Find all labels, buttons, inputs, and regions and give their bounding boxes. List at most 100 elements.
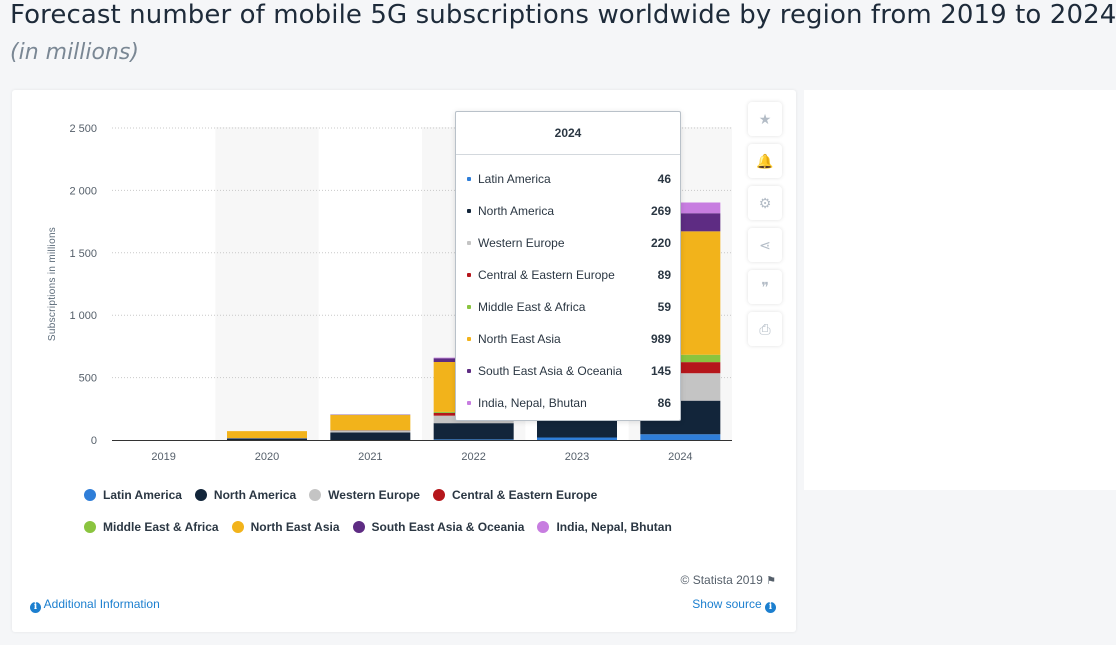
tooltip-swatch <box>467 401 471 405</box>
tooltip-swatch <box>467 177 471 181</box>
info-icon: i <box>30 602 41 613</box>
side-panel <box>804 90 1116 490</box>
y-tick-label: 2 500 <box>69 123 97 135</box>
legend-item[interactable]: Latin America <box>84 488 182 502</box>
legend-label: Middle East & Africa <box>103 520 219 534</box>
chart-tooltip: 2024 Latin America 46 North America 269 West… <box>455 111 681 421</box>
notify-button[interactable]: 🔔 <box>748 144 782 178</box>
bar-segment <box>330 430 411 433</box>
share-button[interactable]: ⋖ <box>748 228 782 262</box>
tooltip-row: India, Nepal, Bhutan 86 <box>456 387 680 419</box>
tooltip-row: North America 269 <box>456 195 680 227</box>
tooltip-title: 2024 <box>456 112 680 155</box>
tooltip-value: 989 <box>650 332 671 346</box>
star-icon: ★ <box>758 110 772 127</box>
bar-segment <box>433 423 514 440</box>
column-band <box>215 127 319 440</box>
tooltip-label: North America <box>478 204 555 218</box>
legend-swatch <box>84 521 96 533</box>
tooltip-swatch <box>467 241 471 245</box>
tooltip-label: Latin America <box>478 172 551 186</box>
chart-toolbar: ★ 🔔 ⚙ ⋖ ❞ ⎙ <box>748 102 782 354</box>
y-tick-label: 500 <box>79 373 97 385</box>
tooltip-label: North East Asia <box>478 332 561 346</box>
tooltip-swatch <box>467 209 471 213</box>
favorite-button[interactable]: ★ <box>748 102 782 136</box>
tooltip-label: India, Nepal, Bhutan <box>478 396 587 410</box>
legend-swatch <box>309 489 322 501</box>
tooltip-swatch <box>467 273 471 277</box>
flag-icon[interactable]: ⚑ <box>766 575 776 587</box>
print-icon: ⎙ <box>759 320 771 337</box>
tooltip-value: 46 <box>657 172 671 186</box>
legend-swatch <box>537 521 550 533</box>
tooltip-value: 220 <box>650 236 671 250</box>
tooltip-swatch <box>467 305 471 309</box>
legend-swatch <box>352 521 365 533</box>
share-icon: ⋖ <box>759 236 771 253</box>
y-tick-label: 2 000 <box>69 185 97 197</box>
legend-label: Latin America <box>103 488 182 502</box>
show-source-label: Show source <box>692 597 762 611</box>
tooltip-label: Middle East & Africa <box>478 300 586 314</box>
gear-icon: ⚙ <box>758 194 772 211</box>
y-tick-label: 1 500 <box>69 248 97 260</box>
y-tick-label: 1 000 <box>69 310 97 322</box>
legend-label: Western Europe <box>328 488 420 502</box>
x-tick-label: 2020 <box>255 451 279 463</box>
bar-segment <box>640 434 721 440</box>
legend-item[interactable]: North America <box>194 488 296 502</box>
tooltip-swatch <box>467 337 471 341</box>
legend-item[interactable]: Middle East & Africa <box>84 520 219 534</box>
legend-item[interactable]: South East Asia & Oceania <box>352 520 525 534</box>
settings-button[interactable]: ⚙ <box>748 186 782 220</box>
legend-label: India, Nepal, Bhutan <box>556 520 672 534</box>
cite-button[interactable]: ❞ <box>748 270 782 304</box>
bar-segment <box>537 437 617 440</box>
tooltip-label: Western Europe <box>478 236 565 250</box>
legend-label: South East Asia & Oceania <box>371 520 525 534</box>
tooltip-row: Middle East & Africa 59 <box>456 291 680 323</box>
legend-swatch <box>84 489 96 501</box>
page-title: Forecast number of mobile 5G subscriptio… <box>10 0 1116 30</box>
tooltip-label: South East Asia & Oceania <box>478 364 623 378</box>
tooltip-value: 145 <box>650 364 671 378</box>
bar-segment <box>330 415 411 431</box>
bar-segment <box>227 431 307 439</box>
tooltip-row: South East Asia & Oceania 145 <box>456 355 680 387</box>
legend-swatch <box>194 489 207 501</box>
tooltip-swatch <box>467 369 471 373</box>
legend-label: Central & Eastern Europe <box>451 488 598 502</box>
tooltip-value: 59 <box>657 300 671 314</box>
show-source-link[interactable]: Show source i <box>692 597 776 613</box>
bell-icon: 🔔 <box>756 152 774 169</box>
tooltip-value: 89 <box>657 268 671 282</box>
quote-icon: ❞ <box>761 278 769 295</box>
chart-legend: Latin America North America Western Europe… <box>84 488 734 534</box>
page-subtitle: (in millions) <box>10 40 139 65</box>
chart-card: 0 500 1 000 1 500 2 000 2 500 Subscriptions in… <box>12 90 796 632</box>
tooltip-value: 269 <box>650 204 671 218</box>
y-tick-label: 0 <box>91 435 97 447</box>
legend-item[interactable]: India, Nepal, Bhutan <box>537 520 672 534</box>
additional-information-link[interactable]: i Additional Information <box>30 597 160 613</box>
tooltip-rows: Latin America 46 North America 269 Western E… <box>456 155 680 419</box>
additional-information-label: Additional Information <box>43 597 160 611</box>
bar-segment <box>330 432 411 440</box>
legend-label: North East Asia <box>250 520 340 534</box>
x-tick-label: 2023 <box>565 451 589 463</box>
print-button[interactable]: ⎙ <box>748 312 782 346</box>
legend-item[interactable]: Western Europe <box>309 488 420 502</box>
tooltip-row: Western Europe 220 <box>456 227 680 259</box>
legend-item[interactable]: Central & Eastern Europe <box>432 488 598 502</box>
x-tick-label: 2021 <box>358 451 382 463</box>
x-tick-label: 2022 <box>461 451 485 463</box>
tooltip-row: Latin America 46 <box>456 163 680 195</box>
bar-segment <box>433 439 514 440</box>
copyright-notice: © Statista 2019 ⚑ <box>681 573 776 587</box>
x-tick-label: 2019 <box>151 451 175 463</box>
legend-swatch <box>231 521 244 533</box>
bar-segment <box>227 438 307 440</box>
tooltip-row: North East Asia 989 <box>456 323 680 355</box>
legend-item[interactable]: North East Asia <box>231 520 340 534</box>
